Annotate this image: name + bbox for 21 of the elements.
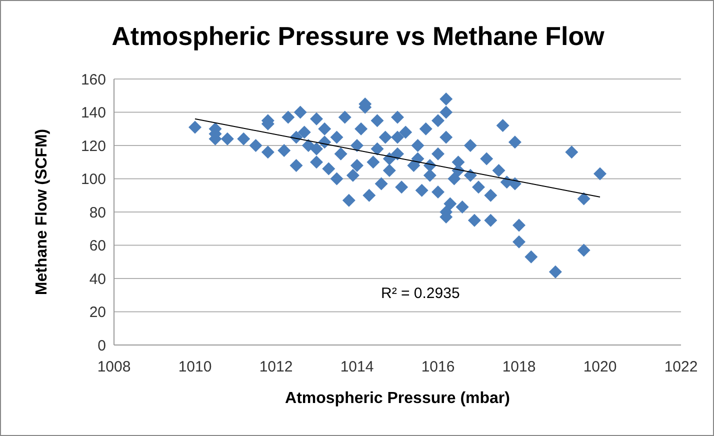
y-axis-title: Methane Flow (SCFM) [34,128,51,296]
y-tick-label: 120 [80,138,106,155]
x-tick-label: 1012 [259,358,293,376]
x-tick-label: 1008 [97,358,131,376]
x-tick-label: 1022 [664,358,698,376]
y-tick-label: 20 [89,304,106,322]
annotation: R² = 0.2935 [381,285,460,302]
x-tick-label: 1010 [178,358,212,376]
x-tick-label: 1016 [421,358,455,376]
y-tick-label: 160 [80,71,106,88]
x-tick-label: 1020 [583,358,617,376]
x-tick-label: 1014 [340,358,374,376]
y-tick-label: 60 [89,238,106,255]
y-tick-label: 40 [89,270,106,288]
y-tick-label: 100 [80,171,106,188]
y-tick-label: 0 [98,337,106,354]
chart-title: Atmospheric Pressure vs Methane Flow [110,21,606,52]
y-tick-label: 80 [89,204,106,222]
y-tick-label: 140 [80,104,106,122]
x-axis-title: Atmospheric Pressure (mbar) [285,390,510,407]
x-tick-label: 1018 [502,358,536,376]
